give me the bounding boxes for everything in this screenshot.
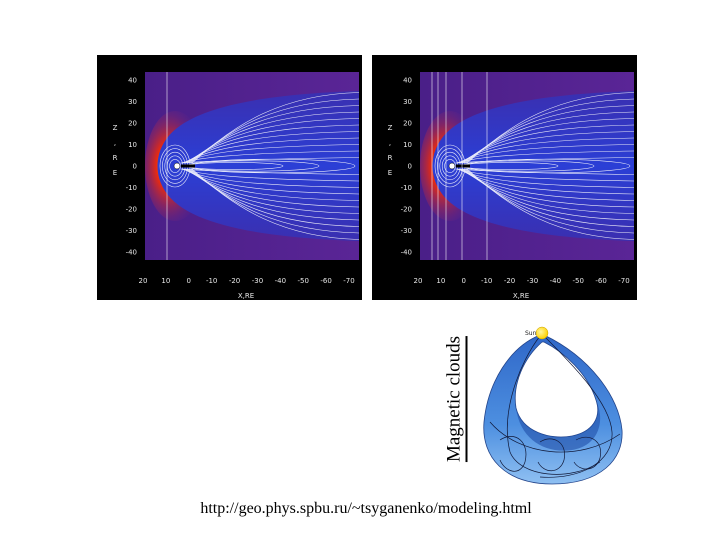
- y-axis-title-char: R: [388, 154, 393, 162]
- magnetosphere-region: [157, 91, 359, 241]
- y-tick-label: -20: [126, 206, 137, 214]
- flux-rope-field-lines: [489, 335, 621, 478]
- field-lines: [434, 92, 635, 240]
- x-tick-label: -30: [252, 277, 263, 285]
- source-url[interactable]: http://geo.phys.spbu.ru/~tsyganenko/mode…: [200, 500, 532, 517]
- magnetosphere-simulation-right: 40 30 20 10 0 -10 -20 -30 -40 Z, R E 20 10 0 -10 -20 -30 -…: [372, 55, 637, 300]
- magnetic-clouds-title-text: Magnetic clouds: [444, 335, 468, 463]
- y-tick-label: -10: [401, 184, 412, 192]
- x-tick-label: -50: [298, 277, 309, 285]
- y-tick-label: 10: [128, 141, 137, 149]
- y-tick-label: -20: [401, 206, 412, 214]
- earth-icon: [448, 162, 456, 170]
- y-tick-label: -40: [401, 249, 412, 257]
- x-tick-label: 10: [436, 277, 445, 285]
- y-tick-label: 20: [403, 120, 412, 128]
- simulation-plot-right: 40 30 20 10 0 -10 -20 -30 -40 Z, RE 20 10 0 -10 -20 -30 -…: [388, 72, 635, 300]
- x-tick-label: 10: [161, 277, 170, 285]
- y-tick-label: 40: [403, 77, 412, 85]
- magnetic-cloud-diagram: Sun: [480, 322, 625, 487]
- x-tick-label: -20: [229, 277, 240, 285]
- dipole-loop: [444, 159, 456, 173]
- y-tick-label: 30: [128, 98, 137, 106]
- x-tick-label: 20: [139, 277, 148, 285]
- y-tick-label: 10: [403, 141, 412, 149]
- x-tick-label: -40: [275, 277, 286, 285]
- y-axis-title-char: Z: [113, 124, 118, 132]
- flux-rope-shadow: [516, 400, 601, 451]
- y-tick-label: -30: [126, 227, 137, 235]
- y-axis-title-char: E: [388, 169, 392, 177]
- x-tick-label: -10: [481, 277, 492, 285]
- y-axis-title-char: ,: [389, 139, 391, 147]
- neutral-sheet: [456, 164, 470, 168]
- x-axis-title: X,RE: [513, 292, 529, 300]
- x-tick-label: -30: [527, 277, 538, 285]
- x-tick-label: -40: [550, 277, 561, 285]
- earth-icon: [173, 162, 181, 170]
- magnetic-clouds-title: Magnetic clouds: [444, 318, 468, 480]
- y-axis-title-char: R: [113, 154, 118, 162]
- y-tick-label: 30: [403, 98, 412, 106]
- y-tick-label: -10: [126, 184, 137, 192]
- x-tick-label: -20: [504, 277, 515, 285]
- x-tick-label: -60: [320, 277, 331, 285]
- y-tick-label: 0: [133, 163, 137, 171]
- y-axis-title-char: E: [113, 169, 117, 177]
- y-tick-label: 40: [128, 77, 137, 85]
- x-tick-label: 0: [187, 277, 191, 285]
- sun-icon: [535, 326, 549, 340]
- simulation-plot-left: 40 30 20 10 0 -10 -20 -30 -40 Z, RE 20 10 0 -10 -20 -30 -…: [113, 72, 360, 300]
- y-tick-label: -40: [126, 249, 137, 257]
- x-tick-label: -70: [618, 277, 629, 285]
- y-tick-label: 20: [128, 120, 137, 128]
- sun-label: Sun: [525, 330, 537, 337]
- x-tick-label: -60: [595, 277, 606, 285]
- neutral-sheet: [181, 164, 195, 168]
- magnetosphere-simulation-left: 40 30 20 10 0 -10 -20 -30 -40 Z, R E 20 10 0 -10 -20 -30 -…: [97, 55, 362, 300]
- magnetosphere-region: [432, 91, 634, 241]
- y-tick-label: 0: [408, 163, 412, 171]
- magnetic-cloud-svg: Sun: [483, 326, 623, 485]
- x-tick-label: -10: [206, 277, 217, 285]
- dipole-loop: [169, 159, 181, 173]
- y-axis-title-char: Z: [388, 124, 393, 132]
- x-axis-title: X,RE: [238, 292, 254, 300]
- y-axis-title-char: ,: [114, 139, 116, 147]
- x-tick-label: 20: [414, 277, 423, 285]
- x-tick-label: -70: [343, 277, 354, 285]
- x-tick-label: -50: [573, 277, 584, 285]
- x-tick-label: 0: [462, 277, 466, 285]
- y-tick-label: -30: [401, 227, 412, 235]
